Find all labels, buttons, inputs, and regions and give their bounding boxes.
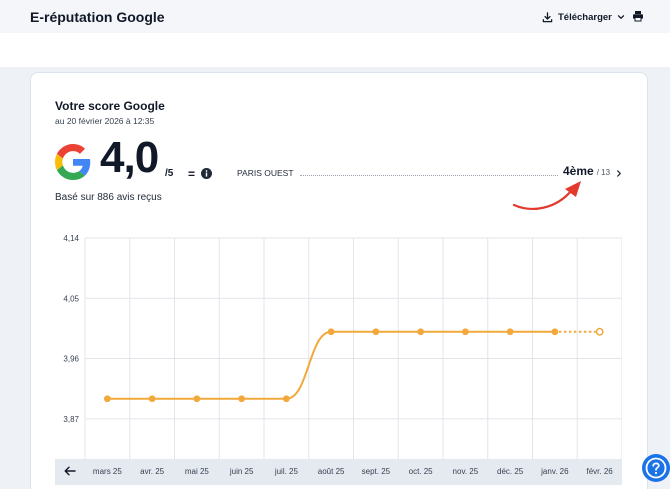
data-point xyxy=(417,328,425,336)
data-point xyxy=(148,395,156,403)
x-axis-bar xyxy=(55,459,622,485)
score-trend: = xyxy=(188,167,196,181)
download-icon xyxy=(542,11,553,22)
help-icon xyxy=(642,454,670,482)
x-tick-label: mai 25 xyxy=(184,467,209,476)
google-g-icon xyxy=(55,144,91,180)
reviews-count: Basé sur 886 avis reçus xyxy=(55,192,162,203)
series-line xyxy=(107,330,555,400)
toolbar-strip xyxy=(0,33,670,67)
data-point xyxy=(372,328,380,336)
y-tick-label: 4,14 xyxy=(63,234,79,243)
x-tick-label: juin 25 xyxy=(229,467,254,476)
data-point xyxy=(238,395,246,403)
data-point xyxy=(595,327,604,336)
x-tick-label: déc. 25 xyxy=(497,467,524,476)
data-point xyxy=(193,395,201,403)
print-button[interactable] xyxy=(632,9,644,27)
data-point xyxy=(103,395,111,403)
top-bar: E-réputation Google Télécharger xyxy=(0,0,670,33)
y-tick-label: 3,96 xyxy=(63,355,79,364)
rank-total: / 13 xyxy=(596,168,611,177)
data-point xyxy=(506,328,514,336)
chevron-right-icon[interactable] xyxy=(616,170,622,177)
rank-value: 4ème xyxy=(563,164,594,178)
x-tick-label: juil. 25 xyxy=(274,467,298,476)
x-tick-label: janv. 26 xyxy=(541,467,569,476)
x-tick-label: août 25 xyxy=(317,467,345,476)
data-point xyxy=(461,328,469,336)
y-tick-label: 4,05 xyxy=(63,294,79,303)
score-value: 4,0 xyxy=(100,133,159,182)
score-max: /5 xyxy=(165,168,174,179)
help-button[interactable] xyxy=(642,454,670,487)
dotted-leader xyxy=(300,175,558,176)
x-tick-label: mars 25 xyxy=(92,467,122,476)
score-card xyxy=(30,72,648,489)
score-history-chart: 4,14 4,05 3,96 3,87 xyxy=(63,234,622,459)
printer-icon xyxy=(633,11,643,22)
data-point xyxy=(282,395,290,403)
arrow-left-icon[interactable] xyxy=(64,466,76,476)
rank-link[interactable]: 4ème / 13 xyxy=(563,164,610,178)
x-tick-label: oct. 25 xyxy=(408,467,433,476)
app-title: E-réputation Google xyxy=(30,9,165,25)
download-label: Télécharger xyxy=(558,11,612,23)
data-point xyxy=(327,328,335,336)
x-tick-label: avr. 25 xyxy=(140,467,165,476)
x-tick-label: févr. 26 xyxy=(586,467,613,476)
info-icon[interactable] xyxy=(201,168,212,179)
region-label: PARIS OUEST xyxy=(237,168,294,178)
y-tick-label: 3,87 xyxy=(63,415,79,424)
download-button[interactable]: Télécharger xyxy=(542,9,625,25)
data-point xyxy=(551,328,559,336)
score-date: au 20 février 2026 à 12:35 xyxy=(55,116,155,126)
score-title: Votre score Google xyxy=(55,99,165,113)
chevron-down-icon xyxy=(617,15,625,19)
annotation-arrow xyxy=(512,181,581,210)
x-tick-label: sept. 25 xyxy=(361,467,391,476)
x-tick-label: nov. 25 xyxy=(452,467,479,476)
